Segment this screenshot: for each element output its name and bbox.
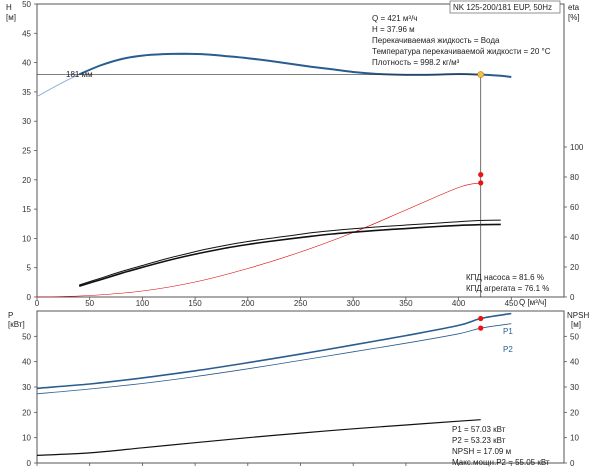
annotation-eta-total: КПД агрегата = 76.1 %: [466, 284, 549, 293]
npsh-label-line2: [м]: [571, 320, 581, 329]
p-label-line1: P: [8, 311, 13, 320]
x-tick-label: 250: [294, 299, 308, 308]
npsh-tick-label: 0: [570, 459, 575, 468]
x-tick-label: 450: [505, 299, 519, 308]
annotation-density: Плотность = 998.2 кг/м³: [372, 58, 460, 67]
p-tick-label: 0: [27, 459, 32, 468]
duty-point-h: [477, 71, 485, 78]
y-right-tick-label: 100: [570, 143, 584, 152]
x-tick-label: 50: [85, 299, 94, 308]
y-left-tick-label: 35: [22, 88, 31, 97]
duty-annotation-block: Q = 421 м³/ч H = 37.96 м Перекачиваемая …: [372, 14, 551, 67]
npsh-tick-label: 20: [570, 408, 579, 417]
npsh-tick-label: 40: [570, 358, 579, 367]
npsh-tick-label: 50: [570, 332, 579, 341]
duty-point-eta-pump: [478, 172, 484, 178]
x-tick-label: 350: [399, 299, 413, 308]
y-left-tick-label: 5: [27, 264, 32, 273]
y-left-axis-label-bottom: P [кВт]: [8, 311, 25, 329]
y-left-tick-label: 45: [22, 29, 31, 38]
efficiency-annotation-block: КПД насоса = 81.6 % КПД агрегата = 76.1 …: [466, 273, 549, 293]
title-box: [449, 0, 561, 14]
y-left-tick-label: 30: [22, 117, 31, 126]
p-tick-label: 30: [22, 383, 31, 392]
impeller-diameter-label: 181 мм: [66, 70, 93, 79]
y-right-tick-label: 80: [570, 173, 579, 182]
y-left-tick-label: 40: [22, 59, 31, 68]
y-right-tick-label: 20: [570, 263, 579, 272]
top-series-eff-3: [79, 219, 501, 286]
annotation-npsh: NPSH = 17.09 м: [452, 447, 511, 456]
ticks-layer: 0 50 100 150 200 250 300 350 400 4500510152025303…: [22, 0, 584, 468]
npsh-label-line1: NPSH: [567, 311, 589, 320]
p-label-line2: [кВт]: [8, 320, 25, 329]
y-right-label-line1: eta: [568, 3, 580, 12]
y-left-tick-label: 15: [22, 205, 31, 214]
markers-layer: [37, 71, 485, 331]
y-left-tick-label: 25: [22, 147, 31, 156]
y-left-axis-label-top: H [м]: [6, 3, 16, 22]
npsh-tick-label: 30: [570, 383, 579, 392]
annotation-eta-pump: КПД насоса = 81.6 %: [466, 273, 544, 282]
annotation-liquid: Перекачиваемая жидкость = Вода: [372, 36, 500, 45]
bottom-series-p2: [36, 323, 512, 395]
x-tick-label: 400: [452, 299, 466, 308]
y-right-tick-label: 60: [570, 203, 579, 212]
y-left-label-line1: H: [6, 3, 12, 12]
annotation-temperature: Температура перекачиваемой жидкости = 20…: [372, 47, 551, 56]
x-tick-label: 300: [347, 299, 361, 308]
y-left-tick-label: 50: [22, 0, 31, 9]
y-right-tick-label: 40: [570, 233, 579, 242]
duty-point-eta-total: [478, 180, 484, 186]
series-label-p1: P1: [503, 327, 513, 336]
y-right-axis-label-bottom: NPSH [м]: [567, 311, 589, 329]
bottom-series-npsh: [36, 419, 481, 456]
bottom-series-p1: [36, 312, 512, 390]
annotation-h: H = 37.96 м: [372, 25, 415, 34]
y-left-tick-label: 0: [27, 293, 32, 302]
curves-layer: [36, 52, 512, 456]
top-series-p2-eta: [36, 182, 480, 298]
annotation-q: Q = 421 м³/ч: [372, 14, 417, 23]
x-tick-label: 100: [136, 299, 150, 308]
p-tick-label: 40: [22, 358, 31, 367]
y-right-axis-label-top: eta [%]: [568, 3, 580, 22]
x-tick-label: 150: [188, 299, 202, 308]
top-series-h-dashed: [36, 73, 80, 98]
top-series-eff-4: [78, 223, 501, 287]
y-left-tick-label: 10: [22, 234, 31, 243]
y-left-tick-label: 20: [22, 176, 31, 185]
power-annotation-block: P1 = 57.03 кВт P2 = 53.23 кВт NPSH = 17.…: [452, 425, 550, 467]
annotation-p1: P1 = 57.03 кВт: [452, 425, 506, 434]
chart-title: NK 125-200/181 EUP, 50Hz: [453, 3, 552, 12]
bottom-duty-point: [478, 315, 484, 322]
npsh-tick-label: 10: [570, 434, 579, 443]
x-tick-label: 200: [241, 299, 255, 308]
annotation-max-p2: Макс.мощн.P2 = 55.05 кВт: [452, 458, 550, 467]
bottom-duty-point: [478, 325, 484, 331]
p-tick-label: 50: [22, 332, 31, 341]
y-left-label-line2: [м]: [6, 13, 16, 22]
x-tick-label: 0: [35, 299, 40, 308]
x-axis-label: Q [м³/ч]: [519, 298, 546, 307]
series-label-p2: P2: [503, 345, 513, 354]
p-tick-label: 10: [22, 434, 31, 443]
p-tick-label: 20: [22, 408, 31, 417]
y-right-label-line2: [%]: [568, 13, 580, 22]
y-right-tick-label: 0: [570, 293, 575, 302]
annotation-p2: P2 = 53.23 кВт: [452, 436, 506, 445]
